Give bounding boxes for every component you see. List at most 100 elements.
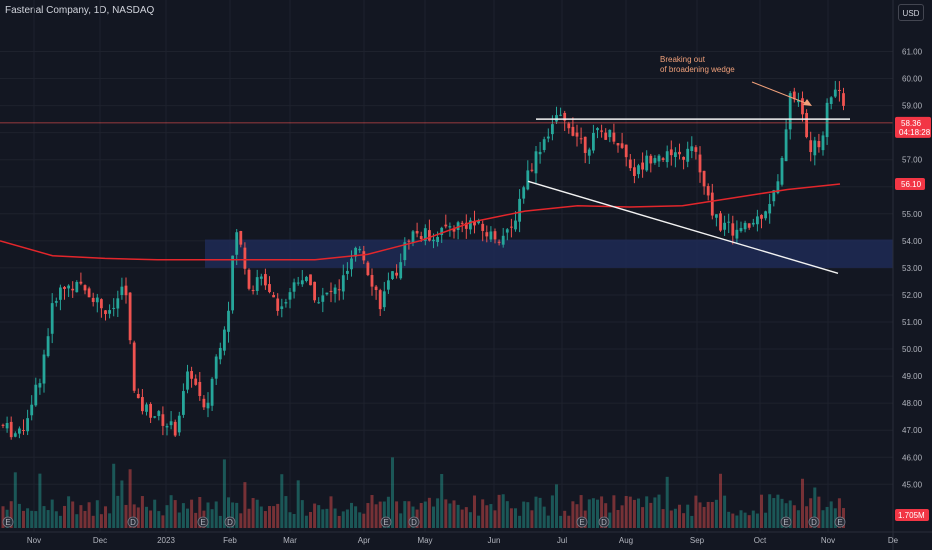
candle-body (341, 275, 345, 292)
volume-bar (26, 508, 30, 528)
candle-body (387, 280, 390, 290)
candle-body (194, 378, 198, 385)
candle-body (833, 89, 837, 97)
volume-bar (292, 513, 296, 528)
event-marker: D (408, 516, 420, 528)
volume-bar (239, 513, 243, 528)
volume-bar (825, 506, 829, 528)
volume-bar (764, 512, 768, 528)
volume-bar (58, 515, 62, 528)
current-price-label: 58.36 (901, 119, 922, 128)
candle-body (104, 310, 107, 315)
candle-body (518, 198, 521, 222)
candle-body (198, 381, 202, 397)
candle-body (411, 231, 415, 243)
candle-body (587, 149, 591, 156)
candle-body (202, 398, 206, 408)
candle-body (792, 91, 796, 100)
volume-bar (755, 513, 759, 528)
volume-bar (657, 494, 661, 528)
volume-label: 1.705M (898, 511, 925, 520)
volume-bar (731, 513, 735, 528)
x-tick-label: Nov (27, 536, 41, 545)
annotation-arrow (751, 81, 809, 105)
candle-body (415, 230, 419, 234)
volume-bar (177, 512, 181, 528)
candle-body (255, 277, 259, 291)
candle-body (661, 158, 665, 160)
candle-body (456, 222, 460, 230)
candle-body (637, 165, 640, 175)
y-tick-label: 45.00 (902, 480, 923, 489)
candle-body (169, 421, 173, 426)
candle-body (522, 187, 526, 199)
volume-bar (120, 480, 124, 528)
candle-body (223, 329, 226, 351)
volume-bar (481, 499, 485, 528)
candle-body (633, 167, 636, 177)
time-axis[interactable]: Nov Dec 2023 Feb Mar Apr May Jun Jul Aug Sep Oct Nov… (0, 531, 932, 545)
candle-body (813, 140, 817, 156)
candle-body (276, 298, 280, 311)
candle-body (715, 214, 718, 218)
candle-body (809, 140, 813, 153)
volume-bar (13, 472, 17, 528)
candle-body (657, 155, 661, 162)
wedge-trendline[interactable] (527, 180, 839, 274)
y-tick-label: 51.00 (902, 318, 923, 327)
volume-bar (563, 510, 567, 528)
volume-bar (304, 515, 308, 528)
x-tick-label: De (888, 536, 899, 545)
volume-bar (571, 501, 575, 528)
candle-body (247, 269, 251, 289)
volume-bar (669, 510, 673, 528)
event-marker-letter: E (383, 518, 388, 527)
x-tick-label: 2023 (157, 536, 175, 545)
event-marker: D (224, 516, 236, 528)
arrow-head-icon (803, 99, 812, 106)
volume-bar (710, 501, 714, 528)
currency-button[interactable]: USD (898, 4, 924, 21)
candle-body (432, 239, 435, 242)
event-marker-icon (224, 516, 236, 528)
candle-body (309, 274, 312, 286)
candle-body (436, 237, 439, 242)
volume-bar (427, 497, 431, 528)
volume-bar (345, 509, 349, 528)
volume-bar (272, 506, 276, 528)
volume-bar (136, 507, 140, 528)
candle-body (214, 356, 218, 379)
annotation[interactable]: Breaking out of broadening wedge (660, 55, 812, 106)
annotation-line-1: Breaking out (660, 55, 706, 64)
candle-body (735, 229, 739, 239)
volume-bar (22, 510, 25, 528)
event-marker-icon (808, 516, 820, 528)
candle-body (546, 136, 550, 139)
price-axis[interactable]: 61.0060.0059.0058.0057.0056.0055.0054.00… (892, 0, 923, 550)
x-tick-label: Nov (821, 536, 835, 545)
volume-bar (686, 504, 690, 528)
volume-bar (628, 496, 632, 528)
volume-bar (95, 500, 99, 528)
candle-body (829, 97, 833, 104)
candle-body (268, 284, 271, 293)
volume-bar (75, 514, 79, 528)
volume-bar (186, 508, 189, 528)
volume-bar (440, 474, 444, 528)
candle-body (723, 222, 726, 230)
volume-bar (505, 501, 509, 528)
y-tick-label: 55.00 (902, 210, 923, 219)
candle-body (288, 292, 292, 300)
volume-bar (268, 506, 271, 528)
chart-title: Fastenal Company, 1D, NASDAQ (5, 5, 155, 16)
volume-bar (772, 498, 776, 528)
x-tick-label: Mar (283, 536, 297, 545)
volume-bar (776, 494, 780, 528)
candle-body (604, 132, 608, 140)
volume-bar (645, 496, 649, 528)
candle-body (30, 404, 34, 416)
volume-bar (624, 495, 628, 528)
candle-body (649, 155, 653, 164)
candle-body (59, 287, 62, 300)
